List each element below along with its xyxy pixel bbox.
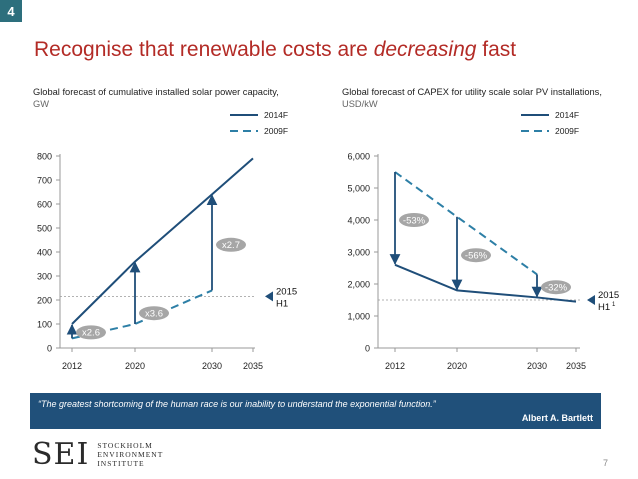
logo-word-2: ENVIRONMENT — [97, 449, 164, 459]
chart2-reference-pointer — [587, 295, 595, 305]
chart1-series-2009F — [71, 289, 213, 340]
chart1-x-tick-label: 2030 — [202, 361, 222, 371]
page-number: 7 — [602, 458, 608, 468]
chart2-y-tick-label: 3,000 — [347, 248, 370, 258]
title-part-2: fast — [476, 38, 517, 61]
chart1-y-tick-label: 800 — [37, 152, 52, 162]
chart2-y-tick-label: 6,000 — [347, 152, 370, 162]
chart2-title-text: Global forecast of CAPEX for utility sca… — [342, 87, 602, 97]
chart1-title: Global forecast of cumulative installed … — [33, 86, 333, 110]
chart1-x-tick-label: 2012 — [62, 361, 82, 371]
chart1-multiplier-label: x3.6 — [145, 309, 163, 320]
chart2-reference-footnote: 1 — [612, 302, 616, 308]
chart2-multiplier-bubble — [399, 213, 429, 227]
chart2-x-tick-label: 2030 — [527, 361, 547, 371]
chart2-reference-label-half: H1 — [598, 302, 610, 313]
chart1-y-tick-label: 100 — [37, 320, 52, 330]
chart1-y-tick-label: 400 — [37, 248, 52, 258]
chart2-multiplier-bubble — [461, 248, 491, 263]
chart1-reference-label-half: H1 — [276, 298, 288, 309]
chart2-y-tick-label: 0 — [365, 344, 370, 354]
chart1-series-2014F — [71, 157, 254, 325]
logo-word-1: STOCKHOLM — [97, 440, 153, 450]
chart1-y-tick-label: 700 — [37, 176, 52, 186]
chart2-x-tick-label: 2020 — [447, 361, 467, 371]
chart2-multiplier-bubble — [541, 280, 571, 295]
chart2-y-tick-label: 2,000 — [347, 280, 370, 290]
slide-number-badge: 4 — [0, 0, 22, 22]
title-part-1: Recognise that renewable costs are — [34, 38, 374, 61]
chart1-multiplier-label: x2.6 — [82, 328, 100, 339]
chart1-y-tick-label: 500 — [37, 224, 52, 234]
slide-title: Recognise that renewable costs are decre… — [34, 38, 516, 62]
chart1-multiplier-bubble — [76, 325, 106, 340]
chart1-x-tick-label: 2020 — [125, 361, 145, 371]
logo-words: STOCKHOLM ENVIRONMENT INSTITUTE — [97, 441, 163, 468]
chart1-multiplier-label: x2.7 — [222, 240, 240, 251]
chart2-title: Global forecast of CAPEX for utility sca… — [342, 86, 612, 110]
chart1-reference-pointer — [265, 291, 273, 302]
chart2-multiplier-label: -56% — [465, 251, 488, 262]
quote-text: “The greatest shortcoming of the human r… — [38, 399, 436, 409]
chart2-legend-label: 2009F — [555, 126, 579, 136]
chart2-y-tick-label: 1,000 — [347, 312, 370, 322]
chart1-unit: GW — [33, 99, 50, 109]
chart2-legend-label: 2014F — [555, 110, 579, 120]
chart1-x-tick-label: 2035 — [243, 361, 263, 371]
chart1-y-tick-label: 300 — [37, 272, 52, 282]
chart1-multiplier-bubble — [139, 306, 169, 321]
title-emphasis: decreasing — [373, 38, 477, 61]
chart2-series-2014F — [394, 263, 577, 303]
logo-mark: SEI — [32, 436, 90, 472]
chart2-multiplier-label: -32% — [545, 283, 568, 294]
chart2-x-tick-label: 2012 — [385, 361, 405, 371]
chart1-multiplier-bubble — [216, 237, 246, 252]
chart1-y-tick-label: 600 — [37, 200, 52, 210]
chart2-y-tick-label: 4,000 — [347, 216, 370, 226]
chart2-y-tick-label: 5,000 — [347, 184, 370, 194]
chart1-legend-label: 2009F — [264, 126, 288, 136]
quote-author: Albert A. Bartlett — [521, 413, 593, 423]
chart2-reference-label-year: 2015 — [598, 290, 619, 301]
chart1-y-tick-label: 0 — [47, 344, 52, 354]
logo-word-3: INSTITUTE — [97, 458, 145, 468]
chart1-reference-label-year: 2015 — [276, 286, 297, 297]
quote-box: “The greatest shortcoming of the human r… — [30, 393, 601, 429]
chart1-y-tick-label: 200 — [37, 296, 52, 306]
chart2-unit: USD/kW — [342, 99, 378, 109]
chart1-legend-label: 2014F — [264, 110, 288, 120]
chart2-multiplier-label: -53% — [403, 215, 426, 226]
chart2-x-tick-label: 2035 — [566, 361, 586, 371]
sei-logo: SEI STOCKHOLM ENVIRONMENT INSTITUTE — [32, 436, 163, 472]
chart1-title-text: Global forecast of cumulative installed … — [33, 87, 279, 97]
